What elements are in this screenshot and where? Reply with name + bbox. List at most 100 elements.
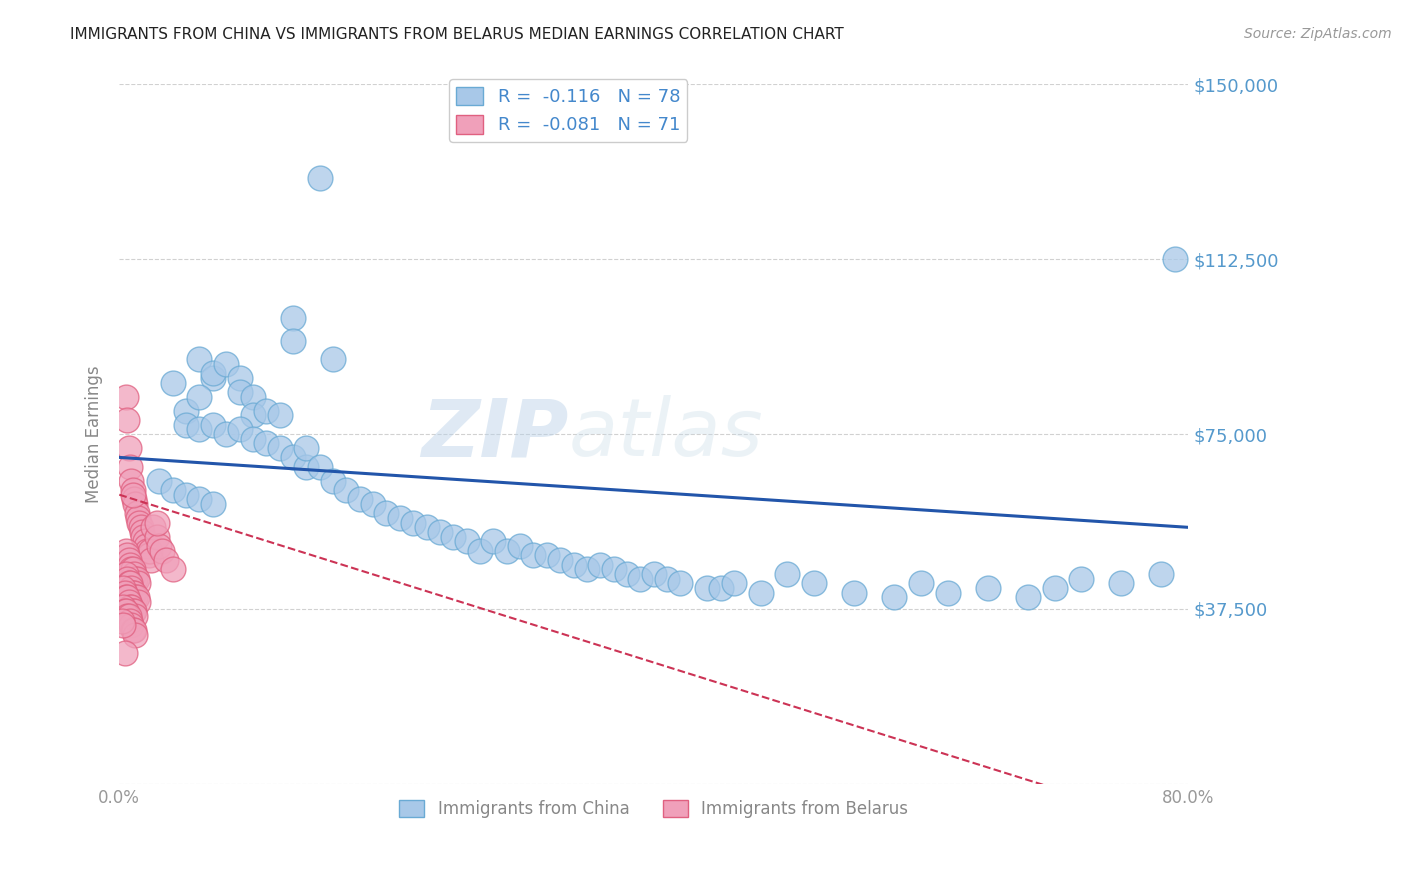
Point — [118, 576, 141, 591]
Point — [142, 520, 165, 534]
Point — [121, 604, 143, 618]
Point — [723, 576, 745, 591]
Point — [111, 614, 134, 628]
Point — [709, 581, 731, 595]
Point — [509, 539, 531, 553]
Point — [145, 530, 167, 544]
Y-axis label: Median Earnings: Median Earnings — [86, 366, 103, 503]
Text: atlas: atlas — [568, 395, 763, 473]
Point — [281, 334, 304, 348]
Point — [138, 549, 160, 563]
Point — [125, 572, 148, 586]
Point — [124, 572, 146, 586]
Point — [456, 534, 478, 549]
Point — [215, 357, 238, 371]
Point — [776, 566, 799, 581]
Point — [655, 572, 678, 586]
Point — [120, 474, 142, 488]
Point — [308, 170, 330, 185]
Point — [121, 483, 143, 497]
Point — [118, 599, 141, 614]
Point — [254, 404, 277, 418]
Point — [228, 385, 250, 400]
Point — [136, 543, 159, 558]
Point — [335, 483, 357, 497]
Point — [228, 371, 250, 385]
Point — [1017, 591, 1039, 605]
Point — [842, 585, 865, 599]
Point — [115, 543, 138, 558]
Point — [269, 441, 291, 455]
Point — [1150, 566, 1173, 581]
Point — [112, 599, 135, 614]
Point — [115, 390, 138, 404]
Point — [883, 591, 905, 605]
Point — [118, 558, 141, 572]
Point — [131, 524, 153, 539]
Point — [281, 310, 304, 325]
Point — [155, 553, 177, 567]
Point — [127, 511, 149, 525]
Point — [388, 511, 411, 525]
Point — [120, 618, 142, 632]
Point — [128, 516, 150, 530]
Point — [112, 581, 135, 595]
Point — [114, 646, 136, 660]
Point — [127, 595, 149, 609]
Point — [589, 558, 612, 572]
Point — [118, 614, 141, 628]
Legend: Immigrants from China, Immigrants from Belarus: Immigrants from China, Immigrants from B… — [392, 793, 915, 824]
Point — [429, 524, 451, 539]
Point — [375, 506, 398, 520]
Point — [162, 562, 184, 576]
Point — [242, 409, 264, 423]
Point — [215, 427, 238, 442]
Point — [120, 599, 142, 614]
Point — [127, 576, 149, 591]
Point — [628, 572, 651, 586]
Point — [139, 543, 162, 558]
Point — [148, 539, 170, 553]
Point — [536, 549, 558, 563]
Point — [295, 459, 318, 474]
Point — [135, 539, 157, 553]
Point — [254, 436, 277, 450]
Point — [228, 422, 250, 436]
Point — [122, 604, 145, 618]
Point — [117, 413, 139, 427]
Point — [117, 572, 139, 586]
Point — [188, 422, 211, 436]
Text: Source: ZipAtlas.com: Source: ZipAtlas.com — [1244, 27, 1392, 41]
Point — [415, 520, 437, 534]
Point — [803, 576, 825, 591]
Point — [1111, 576, 1133, 591]
Point — [132, 530, 155, 544]
Point — [117, 549, 139, 563]
Point — [124, 608, 146, 623]
Point — [1043, 581, 1066, 595]
Point — [468, 543, 491, 558]
Point — [124, 497, 146, 511]
Point — [122, 585, 145, 599]
Point — [162, 376, 184, 390]
Point — [122, 492, 145, 507]
Point — [242, 390, 264, 404]
Point — [121, 562, 143, 576]
Point — [936, 585, 959, 599]
Point — [125, 506, 148, 520]
Point — [125, 591, 148, 605]
Point — [150, 543, 173, 558]
Point — [115, 604, 138, 618]
Point — [201, 371, 224, 385]
Point — [522, 549, 544, 563]
Point — [124, 591, 146, 605]
Point — [124, 627, 146, 641]
Point — [441, 530, 464, 544]
Point — [349, 492, 371, 507]
Point — [602, 562, 624, 576]
Point — [269, 409, 291, 423]
Point — [174, 417, 197, 432]
Point — [162, 483, 184, 497]
Point — [174, 404, 197, 418]
Point — [122, 566, 145, 581]
